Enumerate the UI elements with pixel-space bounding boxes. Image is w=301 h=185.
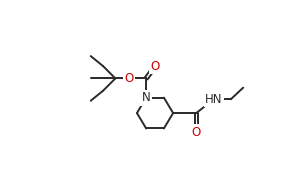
- Text: O: O: [151, 60, 160, 73]
- Text: O: O: [192, 126, 201, 139]
- Text: HN: HN: [205, 93, 223, 106]
- Text: N: N: [142, 91, 150, 104]
- Text: O: O: [125, 72, 134, 85]
